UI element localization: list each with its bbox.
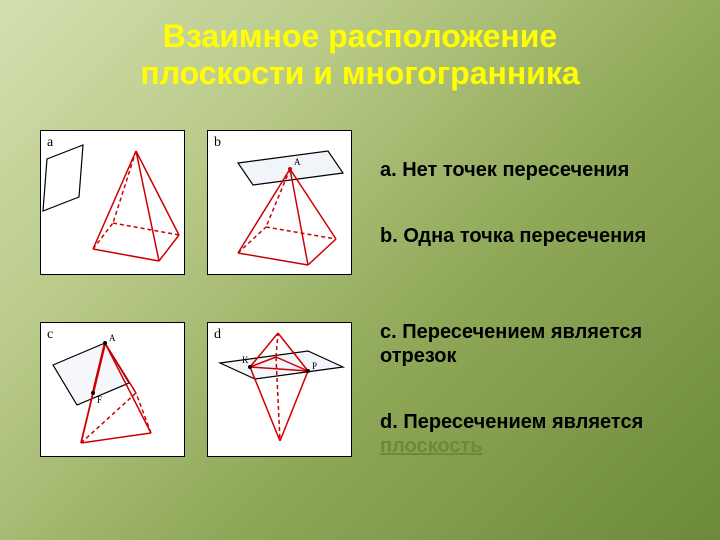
figure-c-point-f: F bbox=[97, 395, 102, 405]
figure-d-point-p: P bbox=[312, 361, 317, 371]
figure-d-point-k: K bbox=[242, 355, 249, 365]
caption-d-prefix: d. Пересечением является bbox=[380, 411, 643, 433]
figure-a: a bbox=[40, 130, 185, 275]
captions-bottom: c. Пересечением является отрезок d. Пере… bbox=[380, 320, 700, 458]
caption-d: d. Пересечением является плоскость bbox=[380, 410, 700, 458]
figure-b-point-label: A bbox=[294, 157, 301, 167]
row-2: c A F d bbox=[40, 320, 700, 458]
title-line2: плоскости и многогранника bbox=[140, 55, 579, 91]
figure-c: c A F bbox=[40, 322, 185, 457]
caption-b: b. Одна точка пересечения bbox=[380, 224, 700, 248]
figure-d: d K P bbox=[207, 322, 352, 457]
caption-d-link[interactable]: плоскость bbox=[380, 435, 483, 457]
figure-b: b A bbox=[207, 130, 352, 275]
row-1: a b bbox=[40, 130, 700, 275]
captions-top: a. Нет точек пересечения b. Одна точка п… bbox=[380, 158, 700, 248]
caption-c: c. Пересечением является отрезок bbox=[380, 320, 700, 368]
figure-c-point-a: A bbox=[109, 333, 116, 343]
title-line1: Взаимное расположение bbox=[163, 18, 557, 54]
slide-title: Взаимное расположение плоскости и многог… bbox=[0, 0, 720, 92]
caption-a: a. Нет точек пересечения bbox=[380, 158, 700, 182]
